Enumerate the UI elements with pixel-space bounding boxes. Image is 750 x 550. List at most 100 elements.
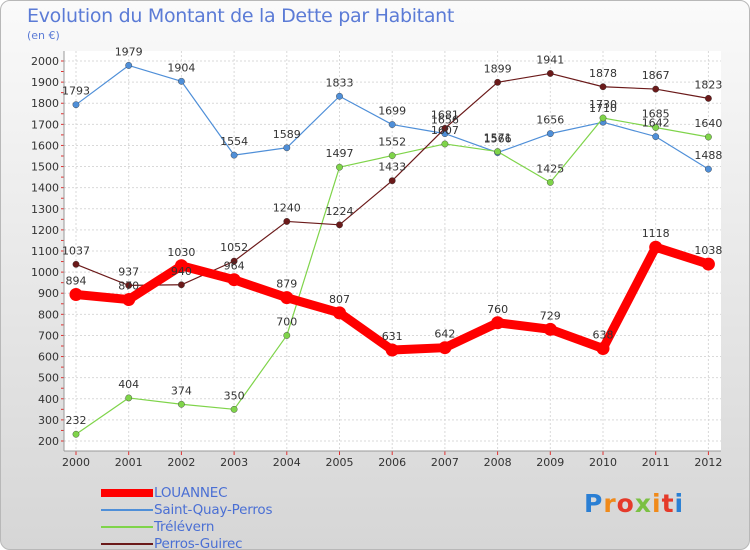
data-point-perros-guirec	[652, 85, 660, 93]
data-point-perros-guirec	[177, 281, 185, 289]
data-point-louannec	[596, 342, 610, 356]
legend-item: Trélévern	[101, 519, 361, 536]
y-tick-label: 200	[38, 435, 59, 448]
data-point-louannec	[649, 240, 663, 254]
data-point-saint-quay-perros	[125, 62, 133, 69]
data-label-louannec: 642	[434, 328, 455, 341]
logo-letter: i	[652, 489, 662, 518]
data-point-trelevern	[652, 124, 660, 131]
data-point-louannec	[543, 322, 557, 336]
data-label-louannec: 631	[382, 330, 403, 343]
data-label-louannec: 1030	[167, 246, 195, 259]
data-label-saint-quay-perros: 1488	[694, 149, 722, 162]
y-tick-label: 2000	[31, 55, 59, 68]
data-label-saint-quay-perros: 1833	[326, 76, 354, 89]
y-tick-label: 1000	[31, 266, 59, 279]
data-label-saint-quay-perros: 1904	[167, 61, 195, 74]
y-tick-label: 600	[38, 351, 59, 364]
data-label-saint-quay-perros: 1656	[536, 114, 564, 127]
y-tick-label: 1500	[31, 161, 59, 174]
data-label-louannec: 638	[593, 329, 614, 342]
y-tick-label: 1600	[31, 139, 59, 152]
data-label-perros-guirec: 1052	[220, 241, 248, 254]
x-tick-label: 2003	[220, 456, 248, 469]
legend-swatch	[101, 489, 153, 497]
data-point-perros-guirec	[705, 94, 712, 102]
data-point-trelevern	[599, 114, 607, 122]
data-point-saint-quay-perros	[652, 133, 660, 140]
data-label-saint-quay-perros: 1566	[484, 133, 512, 146]
data-point-saint-quay-perros	[283, 144, 291, 152]
data-label-saint-quay-perros: 1554	[220, 135, 248, 148]
y-tick-label: 1400	[31, 182, 59, 195]
y-tick-label: 1100	[31, 245, 59, 258]
data-label-louannec: 964	[224, 260, 245, 273]
x-tick-label: 2011	[642, 456, 670, 469]
legend-label: Saint-Quay-Perros	[154, 502, 273, 518]
y-tick-label: 700	[38, 329, 59, 342]
x-tick-label: 2008	[484, 456, 512, 469]
data-label-trelevern: 1607	[431, 124, 459, 137]
data-label-perros-guirec: 1240	[273, 201, 301, 214]
legend-label: Trélévern	[154, 519, 215, 535]
data-point-perros-guirec	[125, 282, 133, 289]
legend-item: Saint-Quay-Perros	[101, 502, 361, 519]
data-point-trelevern	[177, 400, 185, 408]
logo-letter: P	[584, 489, 604, 518]
data-label-louannec: 760	[487, 303, 508, 316]
data-label-trelevern: 1730	[589, 98, 617, 111]
legend: LOUANNEC Saint-Quay-Perros Trélévern Perros…	[101, 485, 361, 549]
data-label-perros-guirec: 1681	[431, 108, 459, 121]
data-point-trelevern	[230, 405, 238, 413]
data-label-perros-guirec: 1037	[62, 244, 90, 257]
data-point-trelevern	[283, 332, 291, 339]
y-tick-label: 400	[38, 393, 59, 406]
data-point-louannec	[122, 293, 136, 307]
y-tick-label: 800	[38, 308, 59, 321]
data-point-trelevern	[441, 140, 449, 148]
logo-letter: i	[674, 489, 685, 518]
data-label-perros-guirec: 1224	[326, 205, 354, 218]
data-point-saint-quay-perros	[177, 77, 185, 85]
y-tick-label: 500	[38, 372, 59, 385]
logo-letter: o	[616, 489, 635, 518]
data-point-perros-guirec	[336, 221, 343, 229]
legend-item: LOUANNEC	[101, 485, 361, 502]
legend-swatch	[101, 526, 153, 528]
data-point-trelevern	[336, 163, 343, 171]
data-label-trelevern: 1640	[694, 117, 722, 130]
x-tick-label: 2006	[378, 456, 406, 469]
data-point-louannec	[174, 259, 188, 273]
data-label-louannec: 879	[276, 278, 297, 291]
data-label-perros-guirec: 1433	[378, 161, 406, 174]
data-label-perros-guirec: 1878	[589, 67, 617, 80]
data-label-trelevern: 1497	[326, 147, 354, 160]
logo-letter: x	[634, 489, 652, 518]
data-point-louannec	[701, 257, 715, 271]
data-point-louannec	[280, 291, 294, 305]
legend-item: Perros-Guirec	[101, 536, 361, 549]
data-point-louannec	[438, 341, 452, 355]
data-label-louannec: 1038	[694, 244, 722, 257]
logo-letter: t	[661, 489, 675, 518]
data-point-saint-quay-perros	[336, 92, 343, 100]
data-label-saint-quay-perros: 1589	[273, 128, 301, 141]
x-tick-label: 2000	[62, 456, 90, 469]
y-tick-label: 1800	[31, 97, 59, 110]
data-label-saint-quay-perros: 1979	[115, 45, 143, 58]
data-label-perros-guirec: 1899	[484, 62, 512, 75]
chart-title: Evolution du Montant de la Dette par Hab…	[27, 5, 455, 27]
data-label-perros-guirec: 1823	[694, 78, 722, 91]
data-point-louannec	[491, 316, 505, 330]
data-label-trelevern: 374	[171, 384, 192, 397]
x-tick-label: 2005	[326, 456, 354, 469]
x-tick-label: 2002	[167, 456, 195, 469]
data-point-perros-guirec	[230, 257, 238, 265]
data-label-trelevern: 700	[276, 315, 297, 328]
y-tick-label: 1700	[31, 118, 59, 131]
data-point-perros-guirec	[546, 70, 554, 77]
data-point-perros-guirec	[72, 260, 80, 268]
data-label-trelevern: 1685	[642, 108, 670, 121]
legend-swatch	[101, 509, 153, 511]
x-tick-label: 2012	[694, 456, 722, 469]
